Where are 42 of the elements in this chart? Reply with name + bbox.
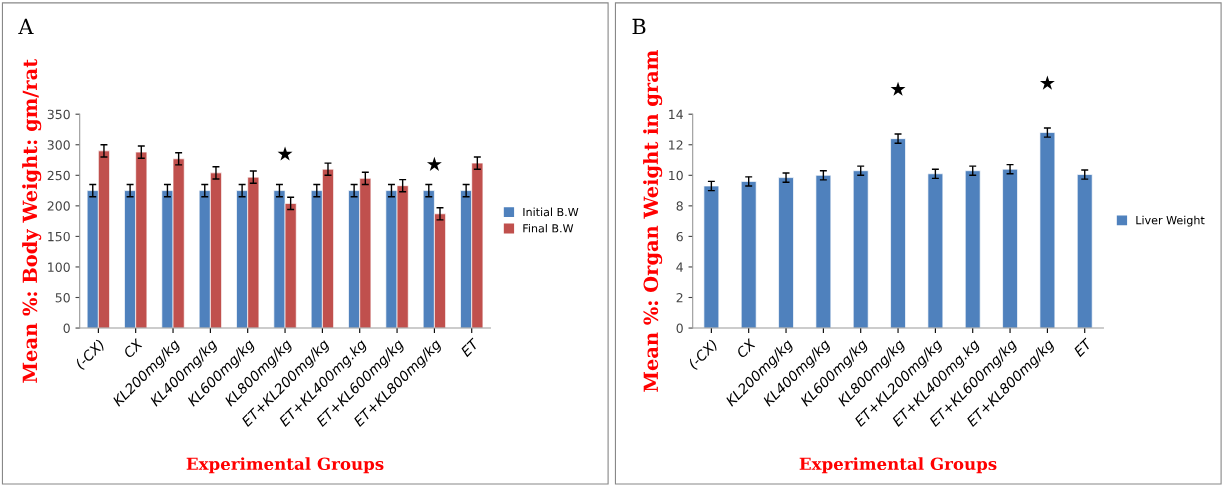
y-tick-label: 100 (48, 262, 70, 272)
y-tick-label: 150 (48, 231, 70, 242)
chart-title: B (632, 18, 646, 35)
bar (740, 181, 757, 329)
bar (964, 170, 981, 329)
annotation: ★ (426, 156, 442, 171)
x-tick-label: ET (1073, 337, 1093, 358)
bar (1076, 174, 1093, 329)
y-tick-label: 14 (669, 109, 683, 119)
bar (815, 174, 832, 329)
bar (1002, 168, 1018, 329)
bar (852, 170, 869, 329)
y-tick-label: 4 (676, 262, 683, 272)
y-tick-label: 250 (47, 170, 70, 181)
y-tick-label: 350 (47, 109, 70, 120)
bar (778, 177, 794, 329)
bar (927, 173, 944, 329)
bar (703, 185, 720, 329)
bar (890, 138, 906, 329)
y-tick-label: 6 (676, 231, 683, 242)
y-tick-label: 10 (669, 170, 683, 181)
y-tick-label: 12 (669, 140, 683, 150)
y-tick-label: 0 (676, 323, 683, 333)
y-tick-label: 50 (55, 292, 70, 303)
y-axis-title: Mean %: Body Weight: gm/rat (22, 58, 42, 383)
legend-label: Initial B.W (523, 207, 579, 217)
x-axis-title: Experimental Groups (799, 457, 997, 474)
annotation: ★ (277, 146, 293, 161)
y-tick-label: 8 (676, 201, 683, 211)
y-tick-label: 300 (47, 140, 70, 150)
y-axis-title: Mean %: Organ Weight in gram (643, 50, 663, 392)
chart-title: A (18, 18, 34, 35)
y-tick-label: 2 (676, 292, 683, 303)
y-tick-label: 200 (47, 201, 70, 211)
annotation: ★ (890, 81, 906, 96)
x-axis-title: Experimental Groups (186, 457, 384, 474)
x-tick-label: ET (460, 337, 480, 358)
bar (1039, 132, 1056, 329)
y-tick-label: 0 (63, 323, 70, 333)
legend-label: Liver Weight (1136, 215, 1205, 227)
legend-label: Final B.W (523, 223, 574, 233)
annotation: ★ (1039, 75, 1055, 90)
